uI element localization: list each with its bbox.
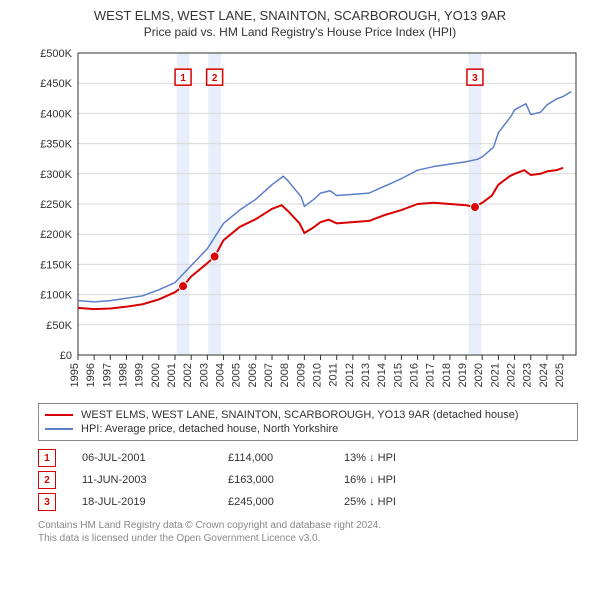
transaction-date: 18-JUL-2019: [82, 496, 202, 508]
transaction-date: 11-JUN-2003: [82, 474, 202, 486]
x-axis-label: 1999: [134, 363, 146, 387]
x-axis-label: 1996: [85, 363, 97, 387]
x-axis-label: 2025: [554, 363, 566, 387]
x-axis-label: 2004: [215, 363, 227, 387]
x-axis-label: 2003: [198, 363, 210, 387]
transaction-diff: 16% ↓ HPI: [344, 474, 454, 486]
sale-badge-number: 3: [472, 73, 478, 84]
footer-attribution: Contains HM Land Registry data © Crown c…: [38, 519, 590, 545]
x-axis-label: 2020: [473, 363, 485, 387]
x-axis-label: 2007: [263, 363, 275, 387]
y-axis-label: £400K: [40, 108, 72, 120]
transaction-badge: 1: [38, 449, 56, 467]
sale-badge-number: 2: [212, 73, 218, 84]
x-axis-label: 2024: [538, 363, 550, 387]
x-axis-label: 2022: [506, 363, 518, 387]
y-axis-label: £250K: [40, 199, 72, 211]
x-axis-label: 1998: [118, 363, 130, 387]
x-axis-label: 2006: [247, 363, 259, 387]
transaction-badge: 3: [38, 493, 56, 511]
x-axis-label: 2002: [182, 363, 194, 387]
x-axis-label: 2013: [360, 363, 372, 387]
transaction-row: 1 06-JUL-2001 £114,000 13% ↓ HPI: [38, 447, 578, 469]
sale-badge-number: 1: [180, 73, 186, 84]
y-axis-label: £200K: [40, 229, 72, 241]
line-chart: £0 £50K £100K £150K £200K £250K £300K £350K £400…: [28, 45, 588, 395]
y-axis-label: £450K: [40, 78, 72, 90]
x-axis-label: 2017: [425, 363, 437, 387]
chart-title-line1: WEST ELMS, WEST LANE, SNAINTON, SCARBORO…: [10, 8, 590, 23]
x-axis-label: 2000: [150, 363, 162, 387]
footer-line1: Contains HM Land Registry data © Crown c…: [38, 519, 590, 532]
y-axis-label: £300K: [40, 169, 72, 181]
x-axis-label: 2005: [231, 363, 243, 387]
property-line: [78, 168, 563, 309]
legend-item: HPI: Average price, detached house, Nort…: [45, 422, 571, 436]
transaction-date: 06-JUL-2001: [82, 452, 202, 464]
sale-point: [179, 282, 188, 291]
legend-label: WEST ELMS, WEST LANE, SNAINTON, SCARBORO…: [81, 409, 519, 421]
y-axis-label: £100K: [40, 290, 72, 302]
chart-container: £0 £50K £100K £150K £200K £250K £300K £350K £400…: [28, 45, 588, 395]
sale-point: [470, 203, 479, 212]
x-axis-label: 2012: [344, 363, 356, 387]
x-axis-label: 2021: [489, 363, 501, 387]
transaction-row: 2 11-JUN-2003 £163,000 16% ↓ HPI: [38, 469, 578, 491]
x-axis-label: 2015: [392, 363, 404, 387]
transaction-diff: 13% ↓ HPI: [344, 452, 454, 464]
transaction-price: £163,000: [228, 474, 318, 486]
y-axis-label: £350K: [40, 139, 72, 151]
x-axis-label: 2016: [409, 363, 421, 387]
chart-title-line2: Price paid vs. HM Land Registry's House …: [10, 25, 590, 39]
x-axis-label: 2001: [166, 363, 178, 387]
x-axis-label: 2011: [328, 363, 340, 387]
transaction-price: £245,000: [228, 496, 318, 508]
legend-swatch: [45, 414, 73, 416]
legend-item: WEST ELMS, WEST LANE, SNAINTON, SCARBORO…: [45, 408, 571, 422]
x-axis-label: 2010: [312, 363, 324, 387]
hpi-line: [78, 92, 571, 302]
transaction-row: 3 18-JUL-2019 £245,000 25% ↓ HPI: [38, 491, 578, 513]
x-axis-label: 1995: [69, 363, 81, 387]
y-axis-label: £50K: [46, 320, 72, 332]
transaction-badge: 2: [38, 471, 56, 489]
y-axis-label: £0: [60, 350, 72, 362]
footer-line2: This data is licensed under the Open Gov…: [38, 532, 590, 545]
x-axis-label: 2009: [295, 363, 307, 387]
x-axis-label: 2023: [522, 363, 534, 387]
legend: WEST ELMS, WEST LANE, SNAINTON, SCARBORO…: [38, 403, 578, 441]
x-axis-label: 1997: [101, 363, 113, 387]
transaction-diff: 25% ↓ HPI: [344, 496, 454, 508]
legend-label: HPI: Average price, detached house, Nort…: [81, 423, 338, 435]
y-axis-label: £150K: [40, 259, 72, 271]
x-axis-label: 2014: [376, 363, 388, 387]
transaction-price: £114,000: [228, 452, 318, 464]
y-axis-label: £500K: [40, 48, 72, 60]
x-axis-label: 2018: [441, 363, 453, 387]
transactions-table: 1 06-JUL-2001 £114,000 13% ↓ HPI 2 11-JUN-200…: [38, 447, 578, 513]
sale-point: [210, 252, 219, 261]
x-axis-label: 2019: [457, 363, 469, 387]
legend-swatch: [45, 428, 73, 430]
x-axis-label: 2008: [279, 363, 291, 387]
